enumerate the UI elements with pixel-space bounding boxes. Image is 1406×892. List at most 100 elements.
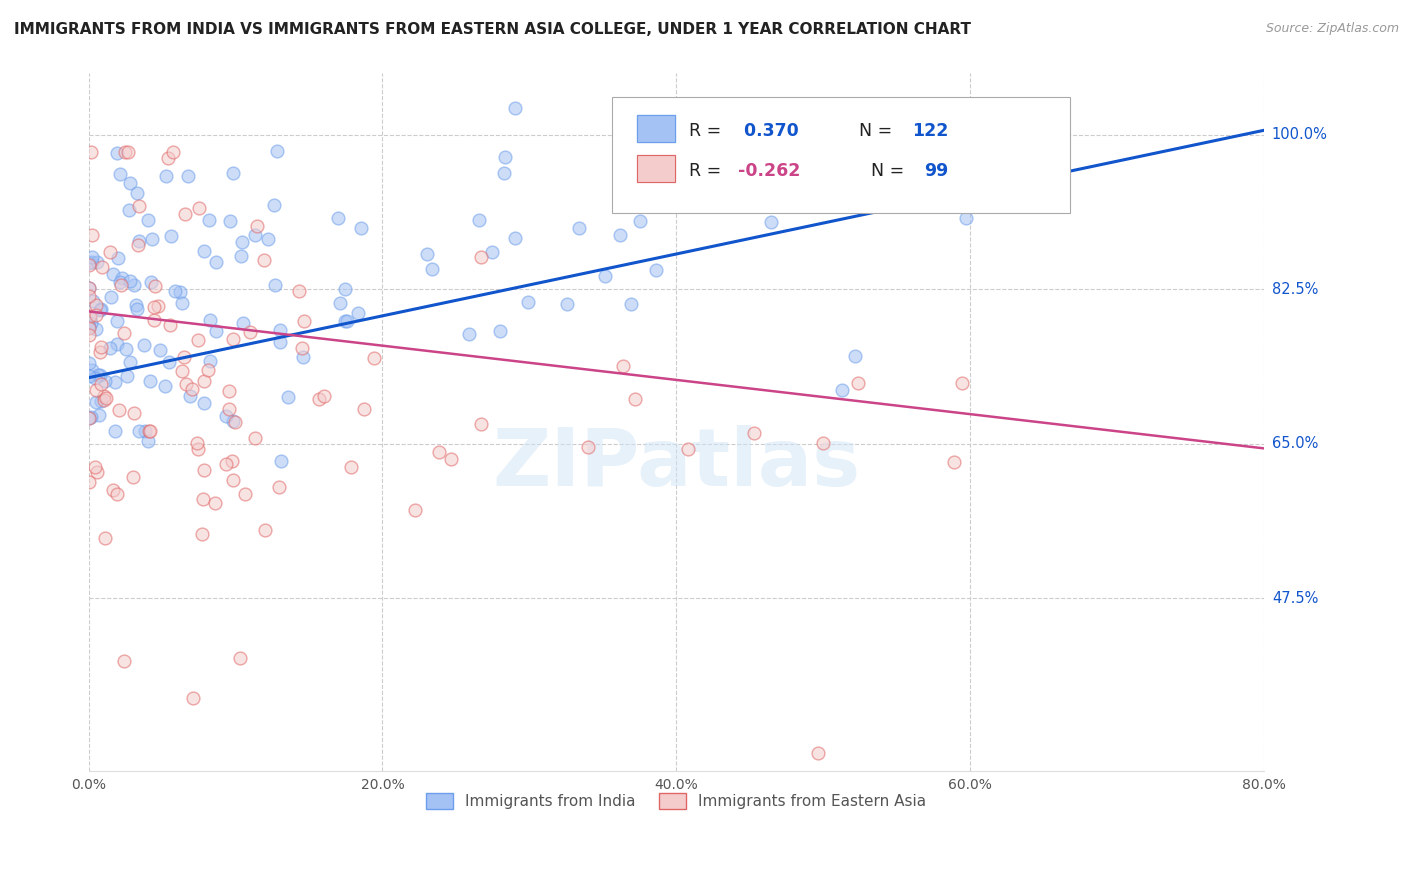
Point [231,235,253,250]
Point [157,354,180,368]
Point [155,169,177,184]
Point [114,145,136,160]
Point [110,275,132,289]
Point [187,442,209,456]
Point [811,435,834,450]
Point [224,415,246,429]
Point [253,252,276,267]
Point [77,321,100,335]
Point [118,355,141,369]
Point [127,238,149,252]
Point [950,376,973,390]
Point [193,244,215,258]
Point [503,231,526,245]
Point [108,167,131,181]
Point [204,255,226,269]
Point [94,531,117,545]
Point [254,523,277,537]
Point [77,281,100,295]
Point [84,383,107,397]
Point [105,337,128,351]
Point [204,496,226,510]
Point [146,299,169,313]
Point [105,146,128,161]
Text: 65.0%: 65.0% [1272,436,1319,451]
Point [481,245,503,260]
Point [149,343,172,357]
Text: N =: N = [859,122,898,140]
Point [191,527,214,541]
Point [346,306,368,320]
Point [215,409,238,423]
Point [142,313,165,327]
Point [470,250,492,264]
Point [132,338,155,352]
Point [142,300,165,314]
Point [153,378,176,392]
Point [117,145,139,160]
Text: 82.5%: 82.5% [1272,282,1319,297]
Point [157,151,180,165]
Point [90,340,112,354]
Point [89,409,111,423]
Point [831,383,853,397]
Point [169,285,191,299]
Point [79,310,101,325]
Point [86,255,108,269]
Point [277,391,299,405]
Point [312,389,335,403]
Point [79,411,101,425]
Point [103,267,125,281]
Point [807,746,830,760]
Point [231,249,253,263]
Point [90,377,112,392]
Text: 47.5%: 47.5% [1272,591,1319,606]
Text: IMMIGRANTS FROM INDIA VS IMMIGRANTS FROM EASTERN ASIA COLLEGE, UNDER 1 YEAR CORR: IMMIGRANTS FROM INDIA VS IMMIGRANTS FROM… [14,22,972,37]
Point [181,691,204,706]
Point [267,480,290,494]
Point [89,345,111,359]
Point [93,393,115,408]
Point [77,411,100,425]
Text: 122: 122 [912,122,949,140]
Text: R =: R = [689,161,727,179]
Point [77,256,100,270]
Point [292,351,315,365]
Point [645,263,668,277]
Point [173,350,195,364]
Point [222,414,245,428]
Point [229,650,252,665]
Point [333,314,356,328]
Point [404,503,426,517]
Point [624,392,647,406]
Point [955,211,977,225]
Point [80,250,103,264]
Point [111,271,134,285]
Point [84,395,107,409]
Bar [637,115,675,142]
Point [77,356,100,370]
Point [943,455,966,469]
Point [291,342,314,356]
Point [80,316,103,330]
Point [187,333,209,347]
Point [239,326,262,340]
Text: 99: 99 [924,161,948,179]
Point [676,442,699,457]
Point [492,166,515,180]
Point [197,363,219,377]
Point [174,207,197,221]
Point [90,393,112,408]
Point [503,101,526,115]
Point [77,281,100,295]
Point [100,245,122,260]
Bar [637,155,675,182]
Point [218,384,240,398]
Point [609,228,631,243]
Point [844,349,866,363]
Text: Source: ZipAtlas.com: Source: ZipAtlas.com [1265,22,1399,36]
Point [422,261,444,276]
Point [162,145,184,160]
Point [80,363,103,377]
Point [269,323,291,337]
